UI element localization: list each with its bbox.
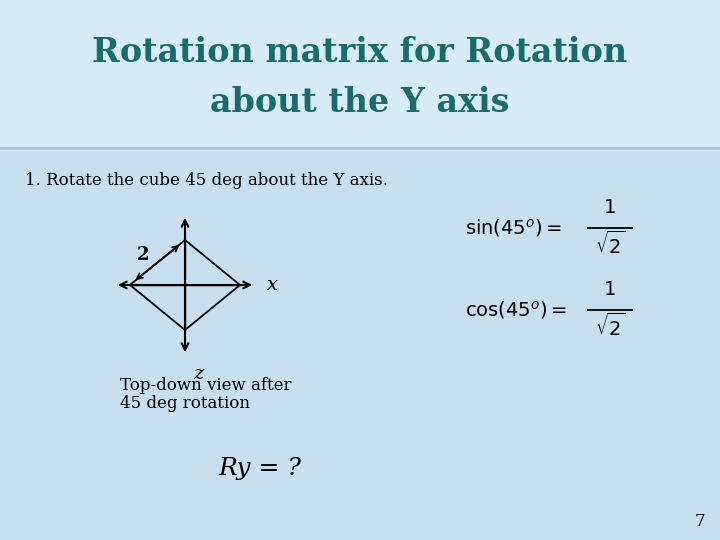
- Text: 7: 7: [694, 513, 705, 530]
- Text: Top-down view after: Top-down view after: [120, 377, 292, 394]
- Text: $\sqrt{2}$: $\sqrt{2}$: [595, 231, 626, 258]
- Text: 2: 2: [138, 246, 150, 264]
- Text: 1: 1: [604, 280, 616, 299]
- Text: $\mathrm{sin}(45^o)=$: $\mathrm{sin}(45^o)=$: [465, 217, 562, 239]
- Text: 1: 1: [604, 198, 616, 217]
- Text: 45 deg rotation: 45 deg rotation: [120, 395, 250, 412]
- Text: $\mathrm{cos}(45^o)=$: $\mathrm{cos}(45^o)=$: [465, 299, 567, 321]
- Text: x: x: [267, 276, 278, 294]
- Text: z: z: [193, 365, 203, 383]
- Text: Ry = ?: Ry = ?: [219, 456, 302, 480]
- Text: Rotation matrix for Rotation: Rotation matrix for Rotation: [92, 36, 628, 69]
- Bar: [0, 0, 720, 148]
- Text: 1. Rotate the cube 45 deg about the Y axis.: 1. Rotate the cube 45 deg about the Y ax…: [25, 172, 388, 189]
- Text: $\sqrt{2}$: $\sqrt{2}$: [595, 313, 626, 340]
- Text: about the Y axis: about the Y axis: [210, 85, 510, 118]
